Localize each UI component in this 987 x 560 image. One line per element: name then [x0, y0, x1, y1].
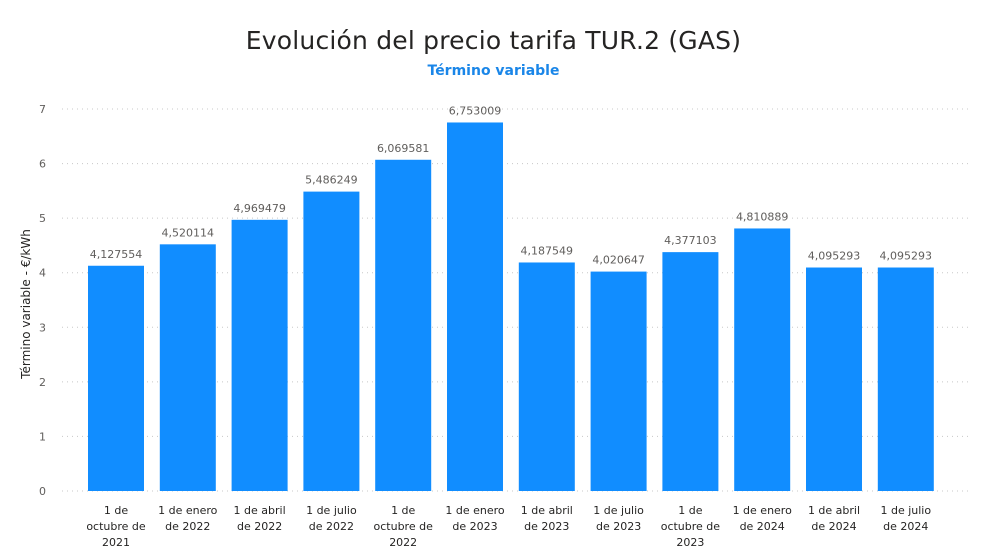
x-tick-label-line: 1 de	[391, 504, 415, 517]
x-tick-label-line: 1 de	[678, 504, 702, 517]
x-tick-label-line: 1 de enero	[158, 504, 218, 517]
bar	[877, 267, 934, 491]
x-tick-label: 1 de octubre de 2022	[374, 504, 434, 549]
data-label: 4,127554	[90, 248, 143, 261]
chart-subtitle: Término variable	[427, 63, 560, 79]
data-label: 4,520114	[162, 226, 215, 239]
bar	[806, 267, 862, 491]
bar	[231, 219, 288, 492]
x-tick-label: 1 de abril de 2023	[521, 504, 573, 533]
x-tick-label-line: 1 de julio	[593, 504, 644, 517]
x-tick-label-line: octubre de	[374, 520, 434, 533]
x-tick-label-line: 2021	[102, 536, 130, 549]
x-tick-label: 1 de octubre de 2023	[661, 504, 721, 549]
y-tick-label: 3	[39, 321, 46, 334]
x-tick-label-line: de 2022	[309, 520, 354, 533]
x-tick-label: 1 de julio de 2022	[306, 504, 357, 533]
bar	[375, 159, 432, 491]
data-label: 4,969479	[233, 202, 286, 215]
data-label: 5,486249	[305, 174, 358, 187]
x-tick-label: 1 de julio de 2023	[593, 504, 644, 533]
x-tick-label-line: 1 de abril	[521, 504, 573, 517]
x-tick-label-line: 1 de	[104, 504, 128, 517]
x-tick-label-line: de 2023	[524, 520, 569, 533]
bar	[447, 122, 503, 492]
x-tick-label-line: de 2024	[883, 520, 928, 533]
y-tick-label: 4	[39, 267, 46, 280]
x-tick-label-line: 2022	[389, 536, 417, 549]
x-tick-label: 1 de enero de 2023	[445, 504, 505, 533]
x-tick-label-line: 2023	[676, 536, 704, 549]
bar	[303, 191, 360, 492]
bar	[590, 271, 647, 491]
bar	[159, 244, 216, 491]
data-label: 4,810889	[736, 210, 789, 223]
chart-title: Evolución del precio tarifa TUR.2 (GAS)	[245, 26, 742, 55]
y-axis-label: Término variable - €/kWh	[19, 229, 33, 380]
bar	[88, 265, 144, 491]
x-tick-label: 1 de julio de 2024	[880, 504, 931, 533]
bar	[518, 262, 575, 491]
data-label: 4,377103	[664, 234, 717, 247]
data-label: 4,187549	[521, 244, 574, 257]
y-tick-label: 0	[39, 485, 46, 498]
data-label: 6,069581	[377, 142, 430, 155]
x-tick-label-line: octubre de	[661, 520, 721, 533]
y-tick-label: 6	[39, 158, 46, 171]
x-tick-label-line: de 2023	[452, 520, 497, 533]
x-tick-label-line: de 2022	[165, 520, 210, 533]
y-tick-label: 5	[39, 212, 46, 225]
data-label: 4,095293	[808, 250, 861, 263]
x-tick-label-line: de 2022	[237, 520, 282, 533]
x-tick-label-line: de 2024	[811, 520, 856, 533]
x-tick-label-line: 1 de abril	[234, 504, 286, 517]
x-tick-label-line: 1 de enero	[445, 504, 505, 517]
x-tick-label-line: de 2024	[740, 520, 785, 533]
data-label: 4,020647	[592, 254, 645, 267]
bar	[662, 252, 719, 491]
y-tick-label: 1	[39, 430, 46, 443]
x-tick-label-line: 1 de enero	[733, 504, 793, 517]
y-tick-label: 2	[39, 376, 46, 389]
x-tick-label: 1 de enero de 2022	[158, 504, 218, 533]
x-tick-label-line: 1 de julio	[306, 504, 357, 517]
x-tick-label-line: 1 de abril	[808, 504, 860, 517]
x-tick-label-line: octubre de	[86, 520, 146, 533]
x-tick-label-line: 1 de julio	[880, 504, 931, 517]
y-tick-label: 7	[39, 103, 46, 116]
x-tick-label: 1 de abril de 2024	[808, 504, 860, 533]
x-tick-label: 1 de enero de 2024	[733, 504, 793, 533]
data-label: 4,095293	[880, 250, 933, 263]
bar	[734, 228, 791, 491]
x-tick-label: 1 de octubre de 2021	[86, 504, 146, 549]
data-label: 6,753009	[449, 104, 502, 117]
x-tick-label: 1 de abril de 2022	[234, 504, 286, 533]
x-tick-label-line: de 2023	[596, 520, 641, 533]
